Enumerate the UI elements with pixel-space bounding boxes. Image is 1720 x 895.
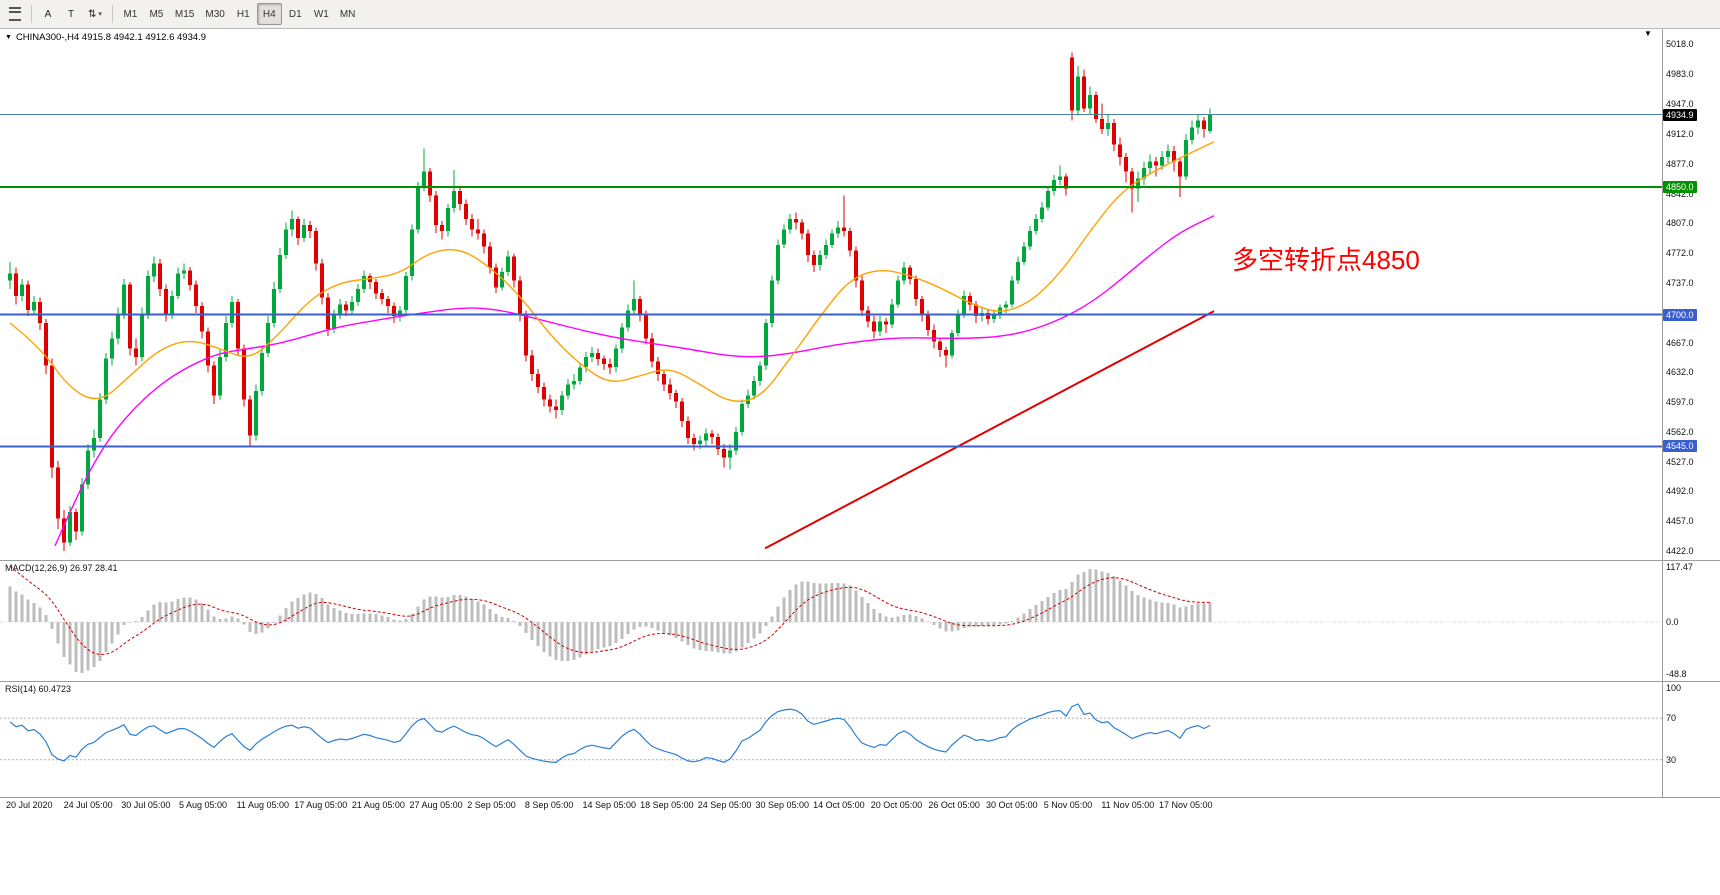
- rsi-scale-100: 100: [1666, 683, 1682, 693]
- symbol-ohlc-text: CHINA300-,H4 4915.8 4942.1 4912.6 4934.9: [15, 32, 207, 43]
- rsi-line: [9, 703, 1211, 764]
- arrows-icon: ⇅: [88, 8, 97, 20]
- macd-histogram: [8, 569, 1212, 673]
- time-axis-label: 18 Sep 05:00: [640, 800, 694, 810]
- macd-scale-max: 117.47: [1666, 562, 1693, 572]
- macd-indicator-panel[interactable]: [0, 560, 1662, 681]
- scroll-end-marker[interactable]: ▼: [1644, 29, 1652, 38]
- time-axis-label: 24 Sep 05:00: [697, 800, 752, 810]
- price-axis-label: 4877.0: [1666, 158, 1694, 169]
- panel-separator[interactable]: [0, 560, 1720, 561]
- ma-fast-line[interactable]: [9, 141, 1215, 402]
- timeframe-m15-button[interactable]: M15: [170, 3, 199, 25]
- price-axis-label: 5018.0: [1666, 39, 1694, 49]
- time-axis-label: 17 Nov 05:00: [1159, 800, 1213, 810]
- collapse-icon[interactable]: ▼: [5, 34, 12, 41]
- time-axis-label: 5 Aug 05:00: [178, 800, 227, 810]
- time-axis-label: 11 Nov 05:00: [1101, 800, 1155, 810]
- price-scale[interactable]: 5018.0 4983.0 4947.0 4912.0 4877.0 4842.0 4807…: [1663, 28, 1720, 820]
- time-axis-label: 14 Oct 05:00: [813, 800, 865, 810]
- time-axis-label: 30 Sep 05:00: [755, 800, 809, 810]
- price-level-tag: 4545.0: [1663, 440, 1697, 453]
- price-axis-label: 4842.0: [1666, 188, 1694, 199]
- price-axis-label: 4737.0: [1666, 278, 1694, 289]
- timeframe-switcher: M1 M5 M15 M30 H1 H4 D1 W1 MN: [118, 3, 360, 25]
- price-level-tag: 4850.0: [1663, 180, 1697, 193]
- price-axis-label: 4632.0: [1666, 367, 1694, 378]
- price-axis-label: 4667.0: [1666, 337, 1694, 348]
- rsi-scale-70: 70: [1666, 713, 1677, 724]
- price-axis-label: 4562.0: [1666, 426, 1694, 437]
- price-level-tag: 4700.0: [1663, 308, 1697, 321]
- price-level-tag: 4934.9: [1663, 108, 1697, 121]
- timeframe-w1-button[interactable]: W1: [309, 3, 334, 25]
- price-scale-separator: [1662, 28, 1663, 797]
- price-axis-label: 4492.0: [1666, 486, 1694, 497]
- dropdown-caret-icon: ▾: [98, 11, 102, 18]
- time-axis-label: 20 Oct 05:00: [870, 800, 923, 810]
- chart-area: ▼ CHINA300-,H4 4915.8 4942.1 4912.6 4934…: [0, 28, 1720, 895]
- price-axis-label: 4527.0: [1666, 456, 1694, 467]
- time-axis-label: 5 Nov 05:00: [1043, 800, 1093, 810]
- timeframe-m5-button[interactable]: M5: [144, 3, 169, 25]
- price-axis-label: 4947.0: [1666, 99, 1694, 110]
- time-axis-label: 30 Jul 05:00: [121, 800, 171, 810]
- top-toolbar: A T ⇅ ▾ M1 M5 M15 M30 H1 H4 D1 W1 MN: [0, 0, 1720, 29]
- lines-icon: [9, 7, 21, 21]
- text-tool-button[interactable]: T: [60, 3, 82, 25]
- time-axis-label: 14 Sep 05:00: [582, 800, 637, 810]
- toolbar-separator: [31, 5, 32, 23]
- price-axis-label: 4983.0: [1666, 68, 1694, 79]
- time-axis-label: 21 Aug 05:00: [351, 800, 405, 810]
- rsi-indicator-panel[interactable]: [0, 681, 1662, 797]
- arrow-tool-button[interactable]: A: [37, 3, 59, 25]
- rsi-label: RSI(14) 60.4723: [5, 684, 72, 694]
- trend-line[interactable]: [764, 310, 1215, 550]
- line-studies-button[interactable]: ⇅ ▾: [83, 3, 107, 25]
- price-axis-label: 4422.0: [1666, 546, 1694, 556]
- macd-signal-line: [9, 565, 1210, 656]
- toolbar-separator: [111, 5, 113, 23]
- panel-separator[interactable]: [0, 681, 1720, 682]
- symbol-header: ▼ CHINA300-,H4 4915.8 4942.1 4912.6 4934…: [5, 32, 206, 43]
- price-axis-label: 4597.0: [1666, 397, 1694, 408]
- timeframe-h4-button[interactable]: H4: [256, 3, 282, 25]
- time-axis-label: 24 Jul 05:00: [63, 800, 113, 810]
- candlestick-chart[interactable]: [0, 28, 1662, 560]
- ma-slow-line[interactable]: [54, 215, 1215, 547]
- time-axis[interactable]: 20 Jul 2020 24 Jul 05:00 30 Jul 05:00 5 Aug…: [0, 798, 1662, 816]
- timeframe-h1-button[interactable]: H1: [231, 3, 256, 25]
- price-axis-label: 4772.0: [1666, 248, 1694, 259]
- timeframe-d1-button[interactable]: D1: [283, 3, 308, 25]
- tile-windows-button[interactable]: [4, 3, 26, 25]
- time-axis-label: 11 Aug 05:00: [236, 800, 289, 810]
- timeframe-m30-button[interactable]: M30: [200, 3, 229, 25]
- candles-series: [8, 52, 1212, 551]
- time-axis-label: 27 Aug 05:00: [409, 800, 463, 810]
- rsi-scale-30: 30: [1666, 754, 1677, 765]
- time-axis-label: 30 Oct 05:00: [986, 800, 1038, 810]
- chart-annotation: 多空转折点4850: [1232, 245, 1420, 275]
- timeframe-m1-button[interactable]: M1: [118, 3, 143, 25]
- time-axis-label: 17 Aug 05:00: [294, 800, 348, 810]
- panel-separator: [0, 797, 1720, 798]
- macd-scale-min: -48.8: [1666, 669, 1687, 679]
- time-axis-label: 8 Sep 05:00: [524, 800, 574, 810]
- macd-scale-zero: 0.0: [1666, 617, 1679, 628]
- price-axis-label: 4912.0: [1666, 129, 1694, 140]
- time-axis-label: 20 Jul 2020: [6, 800, 53, 810]
- macd-label: MACD(12,26,9) 26.97 28.41: [5, 563, 118, 573]
- price-axis-label: 4807.0: [1666, 218, 1694, 229]
- time-axis-label: 26 Oct 05:00: [928, 800, 980, 810]
- timeframe-mn-button[interactable]: MN: [335, 3, 361, 25]
- time-axis-label: 2 Sep 05:00: [467, 800, 516, 810]
- price-axis-label: 4457.0: [1666, 516, 1694, 527]
